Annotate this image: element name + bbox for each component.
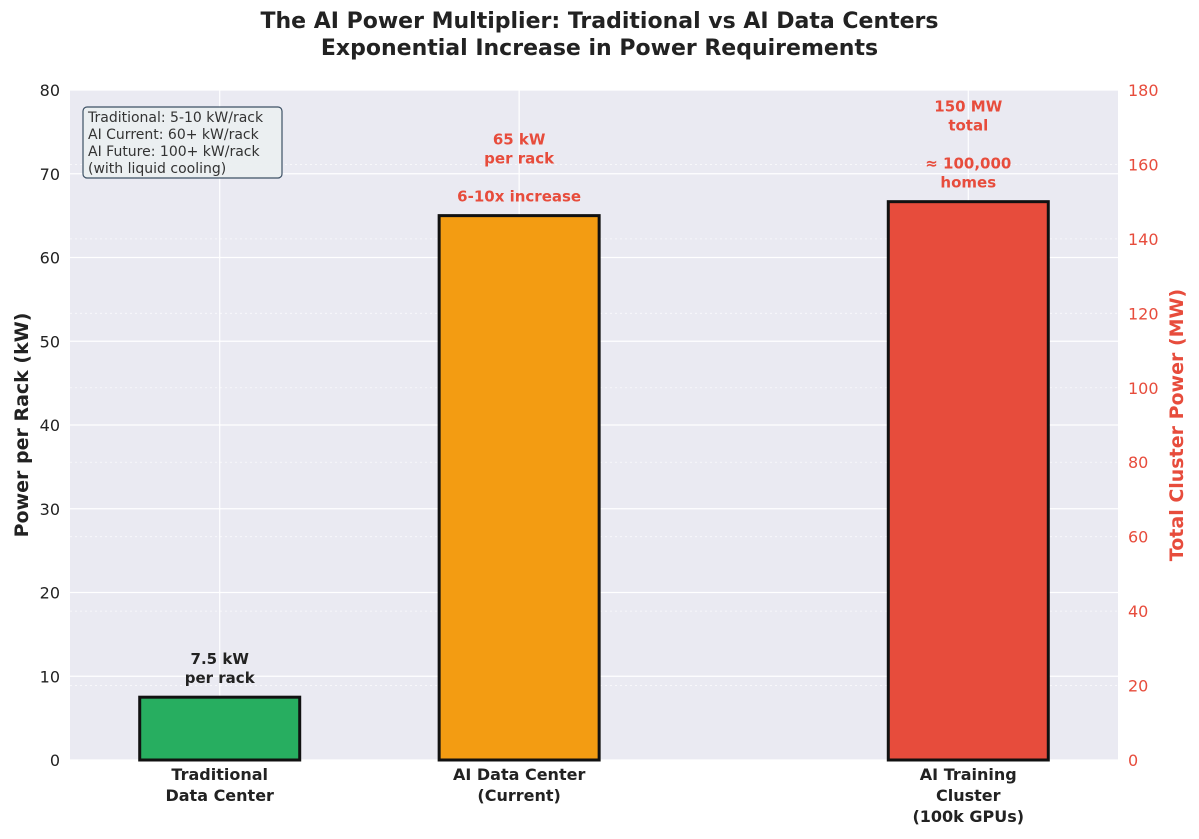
bar-annotation: ≈ 100,000 <box>925 155 1011 173</box>
category-label: AI Training <box>920 765 1017 784</box>
left-axis-ticks: 0 10 20 30 40 50 60 70 80 <box>40 81 60 770</box>
info-line: (with liquid cooling) <box>88 161 226 177</box>
y2-axis-label: Total Cluster Power (MW) <box>1166 289 1188 561</box>
bar <box>886 200 1050 762</box>
info-line: AI Future: 100+ kW/rack <box>88 144 261 160</box>
y-tick-label: 20 <box>40 584 60 603</box>
y2-tick-label: 120 <box>1128 304 1159 323</box>
y-axis-label: Power per Rack (kW) <box>11 313 33 538</box>
y-tick-label: 50 <box>40 332 60 351</box>
bars <box>138 200 1050 762</box>
bar-annotation: per rack <box>185 669 256 687</box>
category-label: Cluster <box>936 786 1001 805</box>
y-tick-label: 30 <box>40 500 60 519</box>
info-line: AI Current: 60+ kW/rack <box>88 127 260 143</box>
y2-tick-label: 140 <box>1128 230 1159 249</box>
y-tick-label: 40 <box>40 416 60 435</box>
category-label: Traditional <box>171 765 268 784</box>
bar-annotation: 7.5 kW <box>191 650 250 668</box>
bar-annotation: homes <box>940 174 996 192</box>
y2-tick-label: 80 <box>1128 453 1148 472</box>
category-label: (Current) <box>477 786 560 805</box>
y2-tick-label: 180 <box>1128 81 1159 100</box>
y2-tick-label: 0 <box>1128 751 1138 770</box>
category-label: (100k GPUs) <box>912 807 1024 826</box>
bar <box>138 695 302 762</box>
bar-annotation: per rack <box>484 150 555 168</box>
y2-tick-label: 60 <box>1128 528 1148 547</box>
y2-tick-label: 40 <box>1128 602 1148 621</box>
bar <box>437 214 601 762</box>
bar-annotation: total <box>948 117 988 135</box>
y2-tick-label: 20 <box>1128 677 1148 696</box>
chart-title: The AI Power Multiplier: Traditional vs … <box>260 9 939 34</box>
bar-annotation: 65 kW <box>493 131 546 149</box>
y-tick-label: 70 <box>40 165 60 184</box>
category-labels: Traditional Data Center AI Data Center (Cur… <box>165 765 1024 826</box>
info-box: Traditional: 5-10 kW/rack AI Current: 60… <box>82 106 283 179</box>
y-tick-label: 10 <box>40 667 60 686</box>
y-tick-label: 60 <box>40 249 60 268</box>
info-line: Traditional: 5-10 kW/rack <box>87 110 264 126</box>
category-label: Data Center <box>165 786 274 805</box>
bar-annotation: 150 MW <box>934 98 1002 116</box>
y-tick-label: 80 <box>40 81 60 100</box>
chart-subtitle: Exponential Increase in Power Requiremen… <box>320 36 879 61</box>
y2-tick-label: 100 <box>1128 379 1159 398</box>
y-tick-label: 0 <box>50 751 60 770</box>
bar-annotation: 6-10x increase <box>457 188 581 206</box>
right-axis-ticks: 0 20 40 60 80 100 120 140 160 180 <box>1128 81 1159 770</box>
y2-tick-label: 160 <box>1128 155 1159 174</box>
category-label: AI Data Center <box>453 765 585 784</box>
